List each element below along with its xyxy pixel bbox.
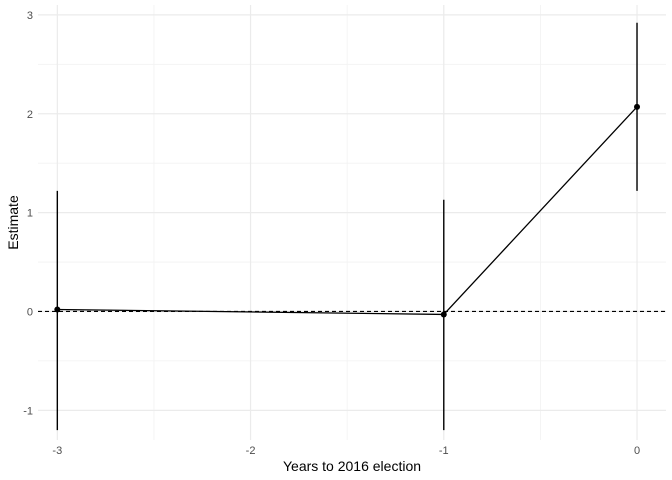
data-point xyxy=(634,103,641,110)
grid-minor xyxy=(38,5,666,440)
y-axis-title: Estimate xyxy=(5,195,21,250)
y-tick-label: -1 xyxy=(23,405,33,417)
data-point xyxy=(440,311,447,318)
grid-major xyxy=(38,5,666,440)
y-tick-label: 0 xyxy=(27,306,33,318)
y-tick-label: 2 xyxy=(27,109,33,121)
y-tick-label: 3 xyxy=(27,10,33,22)
x-tick-label: -1 xyxy=(439,445,449,457)
data-points xyxy=(54,103,641,318)
x-tick-label: -3 xyxy=(52,445,62,457)
x-tick-label: -2 xyxy=(246,445,256,457)
y-axis-ticks: -1 0 1 2 3 xyxy=(23,10,33,417)
x-tick-label: 0 xyxy=(634,445,640,457)
y-tick-label: 1 xyxy=(27,208,33,220)
x-axis-title: Years to 2016 election xyxy=(283,458,421,474)
data-point xyxy=(54,306,61,313)
x-axis-ticks: -3 -2 -1 0 xyxy=(52,445,640,457)
